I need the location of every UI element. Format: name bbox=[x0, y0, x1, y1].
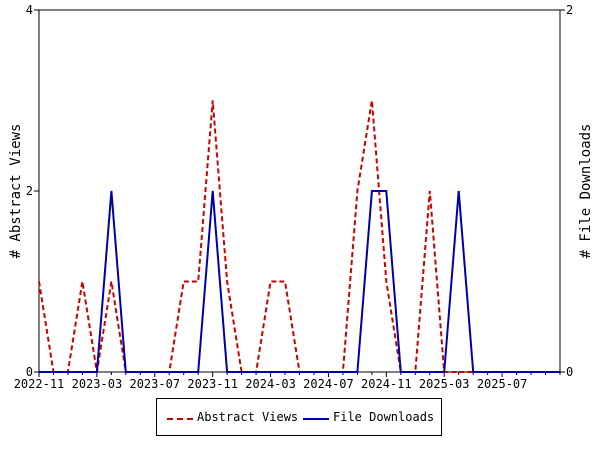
x-tick-label: 2022-11 bbox=[14, 377, 65, 391]
legend-swatch-file-downloads bbox=[303, 418, 329, 420]
x-tick-label: 2024-07 bbox=[303, 377, 354, 391]
y-right-tick-label: 2 bbox=[566, 3, 573, 17]
legend-swatch-abstract-views bbox=[167, 418, 193, 420]
y-left-tick-label: 2 bbox=[26, 184, 33, 198]
x-tick-label: 2023-07 bbox=[129, 377, 180, 391]
legend: Abstract Views File Downloads bbox=[156, 398, 442, 436]
x-tick-label: 2024-11 bbox=[361, 377, 412, 391]
legend-label-file-downloads: File Downloads bbox=[333, 410, 435, 424]
series-line-file-downloads bbox=[39, 190, 560, 373]
y-left-axis-title: # Abstract Views bbox=[8, 124, 24, 259]
x-tick-label: 2025-07 bbox=[477, 377, 528, 391]
legend-label-abstract-views: Abstract Views bbox=[197, 410, 299, 424]
x-tick-label: 2025-03 bbox=[419, 377, 470, 391]
y-right-tick-label: 0 bbox=[566, 365, 573, 379]
y-right-axis-title: # File Downloads bbox=[578, 124, 594, 259]
series-line-abstract-views bbox=[38, 100, 560, 373]
x-tick-label: 2023-03 bbox=[72, 377, 123, 391]
y-left-tick-label: 0 bbox=[26, 365, 33, 379]
x-tick-label: 2024-03 bbox=[245, 377, 296, 391]
x-tick-label: 2023-11 bbox=[187, 377, 238, 391]
y-left-tick-label: 4 bbox=[26, 3, 33, 17]
